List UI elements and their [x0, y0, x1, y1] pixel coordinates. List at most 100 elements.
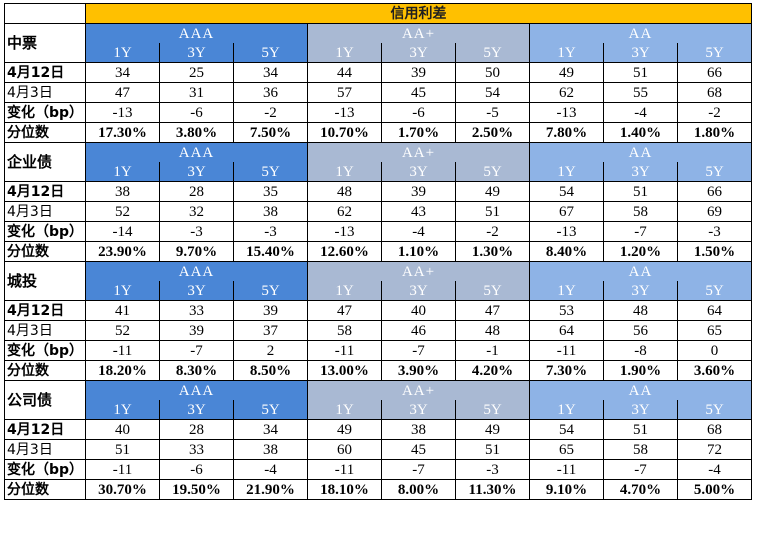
- tenor-header: 5Y: [677, 162, 752, 182]
- value-cell: 39: [381, 62, 456, 83]
- table-title: 信用利差: [85, 3, 752, 24]
- value-cell: -7: [159, 340, 234, 361]
- section-group-header-row: 城投 AAA AA+ AA: [4, 261, 752, 301]
- value-cell: -7: [381, 459, 456, 480]
- value-cell: 60: [307, 439, 382, 460]
- tenor-header: 5Y: [233, 281, 308, 301]
- value-cell: 54: [529, 419, 604, 440]
- table-row: 变化（bp） -11 -6 -4 -11 -7 -3 -11 -7 -4: [4, 459, 752, 480]
- value-cell: 50: [455, 62, 530, 83]
- value-cell: 64: [529, 320, 604, 341]
- value-cell: -6: [159, 459, 234, 480]
- title-corner-cell: [4, 3, 86, 24]
- value-cell: 1.90%: [603, 360, 678, 381]
- value-cell: 18.10%: [307, 479, 382, 500]
- row-label: 4月3日: [4, 439, 86, 460]
- row-label: 变化（bp）: [4, 340, 86, 361]
- value-cell: -11: [85, 459, 160, 480]
- value-cell: 23.90%: [85, 241, 160, 262]
- value-cell: 1.30%: [455, 241, 530, 262]
- value-cell: -3: [455, 459, 530, 480]
- table-row: 变化（bp） -13 -6 -2 -13 -6 -5 -13 -4 -2: [4, 102, 752, 123]
- table-row: 分位数 23.90% 9.70% 15.40% 12.60% 1.10% 1.30% 8.40…: [4, 241, 752, 262]
- value-cell: 1.70%: [381, 122, 456, 143]
- tenor-header: 1Y: [307, 281, 382, 301]
- value-cell: 56: [603, 320, 678, 341]
- value-cell: 68: [677, 419, 752, 440]
- value-cell: 51: [603, 181, 678, 202]
- value-cell: 58: [307, 320, 382, 341]
- tenor-header: 1Y: [529, 162, 604, 182]
- table-row: 4月3日 51 33 38 60 45 51 65 58 72: [4, 439, 752, 460]
- row-label: 4月3日: [4, 320, 86, 341]
- value-cell: 47: [85, 82, 160, 103]
- tenor-header: 3Y: [603, 281, 678, 301]
- rating-group-aa-plus: AA+: [307, 23, 530, 43]
- value-cell: 40: [381, 300, 456, 321]
- table-row: 4月12日 41 33 39 47 40 47 53 48 64: [4, 300, 752, 321]
- value-cell: 3.60%: [677, 360, 752, 381]
- value-cell: 38: [85, 181, 160, 202]
- tenor-header: 5Y: [233, 400, 308, 420]
- value-cell: -13: [307, 221, 382, 242]
- value-cell: 54: [529, 181, 604, 202]
- table-row: 变化（bp） -14 -3 -3 -13 -4 -2 -13 -7 -3: [4, 221, 752, 242]
- value-cell: 51: [603, 419, 678, 440]
- value-cell: -2: [233, 102, 308, 123]
- value-cell: 8.00%: [381, 479, 456, 500]
- value-cell: 13.00%: [307, 360, 382, 381]
- row-label: 分位数: [4, 122, 86, 143]
- value-cell: 48: [455, 320, 530, 341]
- section-name: 中票: [4, 23, 86, 63]
- value-cell: 38: [233, 439, 308, 460]
- value-cell: 64: [677, 300, 752, 321]
- value-cell: -5: [455, 102, 530, 123]
- value-cell: -6: [159, 102, 234, 123]
- table-row: 4月3日 47 31 36 57 45 54 62 55 68: [4, 82, 752, 103]
- row-label: 变化（bp）: [4, 459, 86, 480]
- value-cell: 30.70%: [85, 479, 160, 500]
- value-cell: 35: [233, 181, 308, 202]
- value-cell: 31: [159, 82, 234, 103]
- tenor-header: 5Y: [233, 162, 308, 182]
- value-cell: 47: [455, 300, 530, 321]
- row-label: 4月12日: [4, 419, 86, 440]
- value-cell: -8: [603, 340, 678, 361]
- value-cell: -11: [307, 459, 382, 480]
- value-cell: 10.70%: [307, 122, 382, 143]
- tenor-header: 1Y: [307, 400, 382, 420]
- tenor-header: 5Y: [455, 43, 530, 63]
- value-cell: 1.50%: [677, 241, 752, 262]
- tenor-header: 1Y: [85, 400, 160, 420]
- table-row: 4月12日 38 28 35 48 39 49 54 51 66: [4, 181, 752, 202]
- value-cell: 69: [677, 201, 752, 222]
- table-row: 分位数 18.20% 8.30% 8.50% 13.00% 3.90% 4.20% 7.30%…: [4, 360, 752, 381]
- value-cell: -3: [677, 221, 752, 242]
- table-row: 变化（bp） -11 -7 2 -11 -7 -1 -11 -8 0: [4, 340, 752, 361]
- tenor-header: 1Y: [85, 43, 160, 63]
- value-cell: 18.20%: [85, 360, 160, 381]
- value-cell: -7: [381, 340, 456, 361]
- value-cell: 28: [159, 419, 234, 440]
- value-cell: -13: [307, 102, 382, 123]
- rating-group-aa: AA: [529, 142, 752, 162]
- value-cell: 65: [677, 320, 752, 341]
- row-label: 4月12日: [4, 300, 86, 321]
- value-cell: 9.10%: [529, 479, 604, 500]
- value-cell: 43: [381, 201, 456, 222]
- row-label: 变化（bp）: [4, 102, 86, 123]
- value-cell: -14: [85, 221, 160, 242]
- value-cell: 41: [85, 300, 160, 321]
- value-cell: 15.40%: [233, 241, 308, 262]
- value-cell: 8.50%: [233, 360, 308, 381]
- value-cell: 3.90%: [381, 360, 456, 381]
- rating-group-aaa: AAA: [85, 380, 308, 400]
- table-row: 4月12日 40 28 34 49 38 49 54 51 68: [4, 419, 752, 440]
- value-cell: 3.80%: [159, 122, 234, 143]
- value-cell: 1.20%: [603, 241, 678, 262]
- rating-group-aaa: AAA: [85, 142, 308, 162]
- value-cell: 25: [159, 62, 234, 83]
- value-cell: 52: [85, 201, 160, 222]
- value-cell: 49: [455, 419, 530, 440]
- tenor-header: 3Y: [159, 162, 234, 182]
